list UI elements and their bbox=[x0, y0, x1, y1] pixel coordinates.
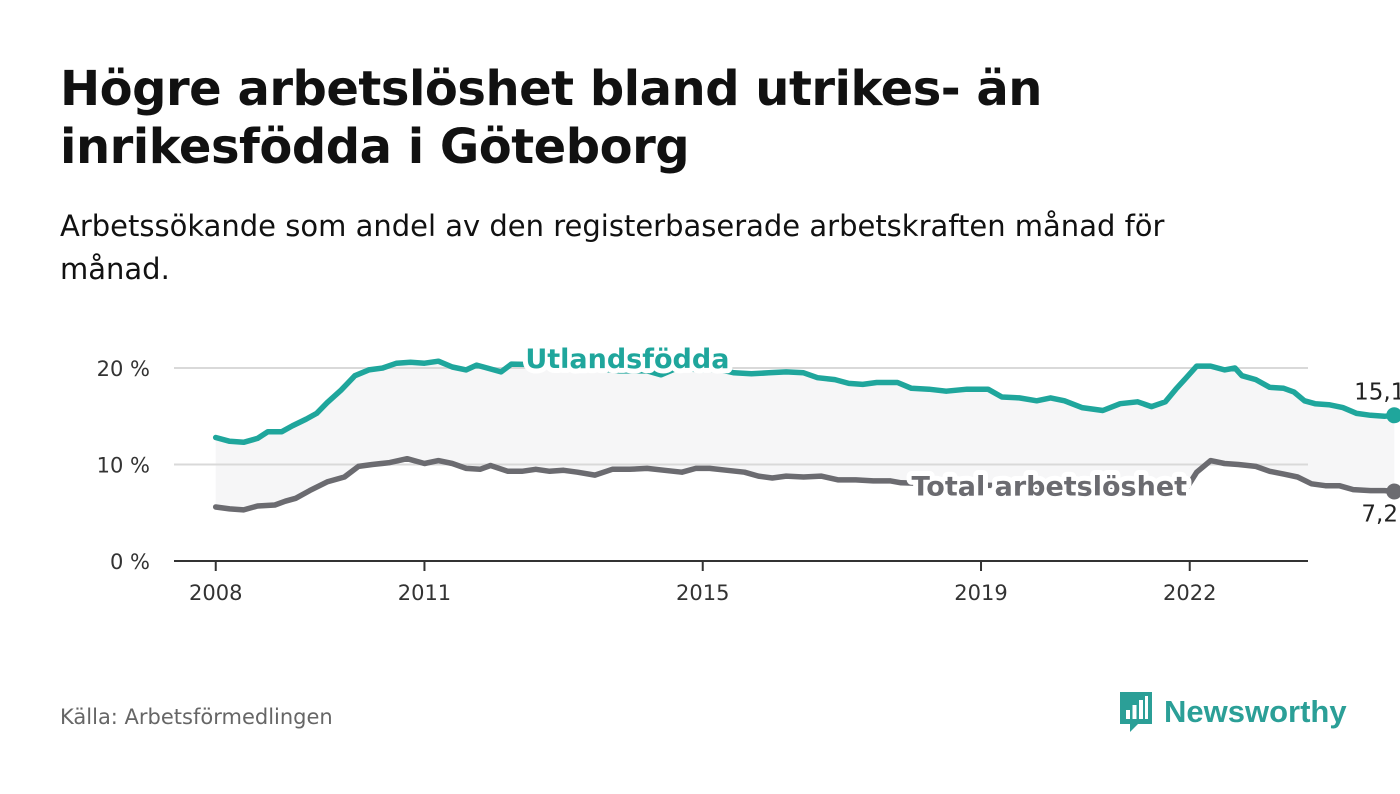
x-tick-label: 2022 bbox=[1163, 581, 1216, 605]
y-tick-label: 0 % bbox=[110, 550, 150, 574]
x-tick-label: 2019 bbox=[954, 581, 1007, 605]
newsworthy-logo-icon bbox=[1120, 692, 1152, 732]
series-line-utlandsfodda bbox=[212, 358, 1398, 446]
x-tick-label: 2015 bbox=[676, 581, 729, 605]
end-marker-total bbox=[1386, 483, 1400, 500]
x-tick-label: 2008 bbox=[189, 581, 242, 605]
end-value-label-utlandsfodda: 15,1 % bbox=[1354, 379, 1400, 405]
y-tick-label: 10 % bbox=[97, 454, 150, 478]
source-note: Källa: Arbetsförmedlingen bbox=[60, 705, 333, 729]
series-label-total: Total arbetslöshet bbox=[911, 471, 1187, 502]
chart-title: Högre arbetslöshet bland utrikes- än inr… bbox=[60, 61, 1042, 175]
series-line-total bbox=[212, 455, 1398, 513]
brand-logo: Newsworthy bbox=[1118, 690, 1347, 734]
line-chart: 0 % 10 % 20 % 2008 2011 2015 2019 2022 Utlandsfö… bbox=[97, 339, 1400, 605]
brand-name: Newsworthy bbox=[1164, 694, 1347, 729]
chart-subtitle: Arbetssökande som andel av den registerb… bbox=[60, 209, 1165, 286]
y-tick-label: 20 % bbox=[97, 357, 150, 381]
end-marker-utlandsfodda bbox=[1386, 407, 1400, 424]
end-value-label-total: 7,2 % bbox=[1361, 502, 1400, 528]
x-tick-label: 2011 bbox=[398, 581, 451, 605]
series-label-utlandsfodda: Utlandsfödda bbox=[525, 344, 729, 375]
shaded-band bbox=[215, 361, 1395, 510]
